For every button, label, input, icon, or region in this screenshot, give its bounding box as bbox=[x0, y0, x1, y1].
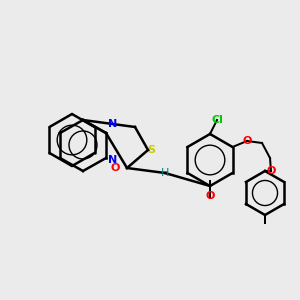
Text: O: O bbox=[242, 136, 252, 146]
Text: H: H bbox=[161, 168, 169, 178]
Text: N: N bbox=[108, 155, 118, 165]
Text: O: O bbox=[110, 163, 120, 173]
Text: Cl: Cl bbox=[211, 115, 223, 125]
Text: O: O bbox=[205, 191, 215, 201]
Text: N: N bbox=[108, 119, 118, 129]
Text: O: O bbox=[266, 166, 276, 176]
Text: S: S bbox=[147, 145, 155, 155]
